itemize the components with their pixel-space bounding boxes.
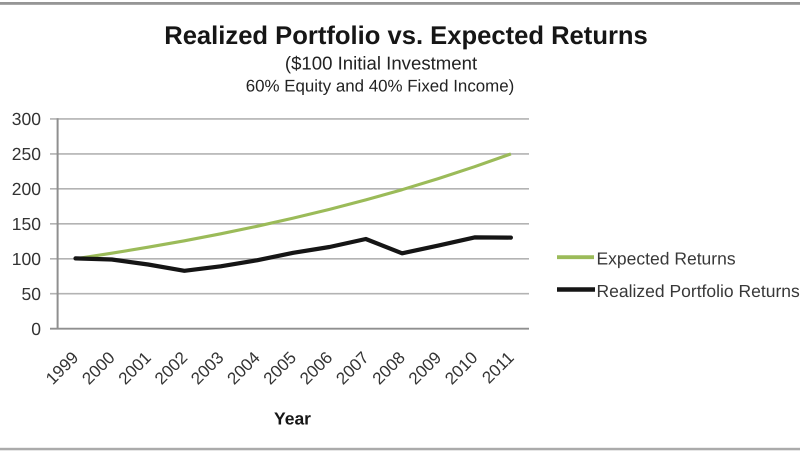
svg-text:300: 300 bbox=[12, 109, 41, 129]
svg-text:($100 Initial Investment: ($100 Initial Investment bbox=[285, 52, 478, 73]
svg-text:100: 100 bbox=[12, 249, 41, 269]
svg-text:200: 200 bbox=[12, 179, 41, 199]
svg-text:250: 250 bbox=[12, 144, 41, 164]
svg-text:Year: Year bbox=[274, 408, 311, 428]
svg-text:150: 150 bbox=[12, 214, 41, 234]
svg-text:Realized Portfolio vs. Expecte: Realized Portfolio vs. Expected Returns bbox=[164, 22, 648, 50]
svg-text:50: 50 bbox=[22, 284, 42, 304]
svg-text:60% Equity and 40% Fixed Incom: 60% Equity and 40% Fixed Income) bbox=[246, 77, 515, 96]
svg-text:Realized Portfolio Returns: Realized Portfolio Returns bbox=[597, 281, 800, 301]
svg-text:0: 0 bbox=[31, 319, 41, 339]
svg-text:Expected Returns: Expected Returns bbox=[597, 248, 736, 268]
